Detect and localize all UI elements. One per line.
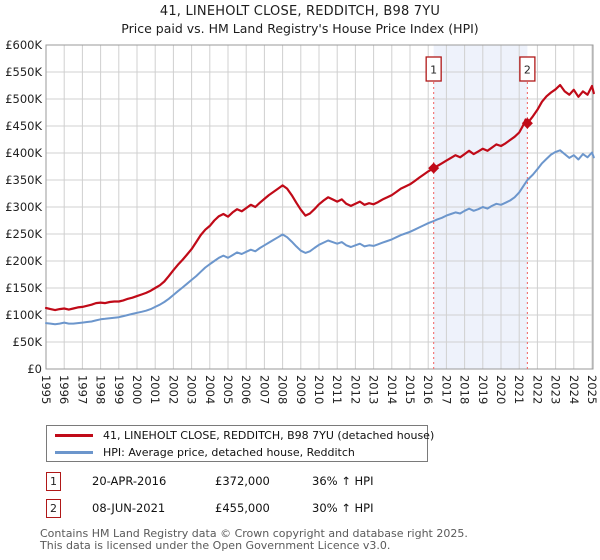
y-axis-tick-label: £150K bbox=[5, 281, 42, 295]
x-axis-tick-label: 2011 bbox=[330, 375, 344, 404]
sale-number-label: 1 bbox=[430, 64, 437, 77]
price-history-chart: 1 2 £0 £50K £100K £150K £200K £250K £300K £350K £4… bbox=[5, 38, 599, 404]
x-axis-tick-label: 2015 bbox=[403, 375, 417, 404]
transaction-2-date: 08-JUN-2021 bbox=[92, 501, 166, 515]
y-axis-tick-label: £200K bbox=[5, 254, 42, 268]
transaction-2-hpi-delta: 30% ↑ HPI bbox=[312, 501, 374, 515]
plot-frame bbox=[45, 44, 594, 370]
x-axis-tick-label: 1998 bbox=[94, 375, 108, 404]
transaction-row-2: 2 08-JUN-2021 £455,000 30% ↑ HPI bbox=[0, 499, 600, 519]
y-axis-tick-label: £450K bbox=[5, 119, 42, 133]
transaction-2-number-badge: 2 bbox=[46, 499, 61, 518]
y-axis-tick-label: £100K bbox=[5, 308, 42, 322]
sale-point-marker bbox=[428, 162, 440, 174]
x-axis-tick-label: 2017 bbox=[439, 375, 453, 404]
legend-label-property: 41, LINEHOLT CLOSE, REDDITCH, B98 7YU (d… bbox=[103, 428, 435, 442]
sale-point-marker bbox=[521, 117, 533, 129]
x-axis-tick-label: 2012 bbox=[348, 375, 362, 404]
sale-number-label: 2 bbox=[524, 64, 531, 77]
sale-number-box bbox=[425, 56, 442, 82]
legend-item-hpi: HPI: Average price, detached house, Redd… bbox=[47, 444, 427, 460]
y-axis-tick-label: £0 bbox=[27, 362, 42, 376]
y-axis-tick-label: £250K bbox=[5, 227, 42, 241]
chart-legend: 41, LINEHOLT CLOSE, REDDITCH, B98 7YU (d… bbox=[46, 425, 434, 462]
y-axis-tick-label: £500K bbox=[5, 92, 42, 106]
x-axis-tick-label: 1997 bbox=[75, 375, 89, 404]
legend-item-property: 41, LINEHOLT CLOSE, REDDITCH, B98 7YU (d… bbox=[47, 427, 434, 443]
y-axis-tick-label: £600K bbox=[5, 38, 42, 52]
sale-number-box bbox=[519, 56, 536, 82]
x-axis-tick-label: 2002 bbox=[166, 375, 180, 404]
y-axis-tick-label: £350K bbox=[5, 173, 42, 187]
transaction-1-date: 20-APR-2016 bbox=[92, 474, 167, 488]
x-axis-tick-label: 2007 bbox=[257, 375, 271, 404]
x-axis-tick-label: 1999 bbox=[112, 375, 126, 404]
x-axis-tick-label: 2018 bbox=[458, 375, 472, 404]
x-axis-tick-label: 2019 bbox=[476, 375, 490, 404]
property-line-swatch bbox=[55, 433, 93, 437]
x-axis-tick-label: 2004 bbox=[203, 375, 217, 404]
footer-line-2: This data is licensed under the Open Gov… bbox=[40, 538, 391, 552]
footer-line-1: Contains HM Land Registry data © Crown c… bbox=[40, 527, 468, 540]
x-axis-tick-label: 2008 bbox=[276, 375, 290, 404]
x-axis-tick-label: 2009 bbox=[294, 375, 308, 404]
x-axis-tick-label: 2000 bbox=[130, 375, 144, 404]
x-axis-tick-label: 2013 bbox=[367, 375, 381, 404]
x-axis-tick-label: 2003 bbox=[185, 375, 199, 404]
y-axis-tick-label: £550K bbox=[5, 65, 42, 79]
page-subtitle: Price paid vs. HM Land Registry's House … bbox=[121, 21, 479, 36]
x-axis-tick-label: 2006 bbox=[239, 375, 253, 404]
transaction-2-price: £455,000 bbox=[215, 501, 270, 515]
x-axis-tick-label: 2010 bbox=[312, 375, 326, 404]
x-axis-tick-label: 2014 bbox=[385, 375, 399, 404]
transaction-row-1: 1 20-APR-2016 £372,000 36% ↑ HPI bbox=[0, 472, 600, 492]
transaction-1-number-badge: 1 bbox=[46, 472, 61, 491]
x-axis-tick-label: 2025 bbox=[585, 375, 599, 404]
x-axis-tick-label: 2022 bbox=[530, 375, 544, 404]
hpi-line-swatch bbox=[55, 450, 93, 454]
y-axis-tick-label: £300K bbox=[5, 200, 42, 214]
x-axis-tick-label: 2023 bbox=[549, 375, 563, 404]
x-axis-tick-label: 2001 bbox=[148, 375, 162, 404]
y-axis-tick-label: £400K bbox=[5, 146, 42, 160]
x-axis-tick-label: 1996 bbox=[57, 375, 71, 404]
x-axis-tick-label: 1995 bbox=[39, 375, 53, 404]
legend-label-hpi: HPI: Average price, detached house, Redd… bbox=[103, 445, 355, 459]
x-axis-tick-label: 2020 bbox=[494, 375, 508, 404]
transaction-1-hpi-delta: 36% ↑ HPI bbox=[312, 474, 374, 488]
transaction-1-price: £372,000 bbox=[215, 474, 270, 488]
license-footer: Contains HM Land Registry data © Crown c… bbox=[40, 528, 580, 551]
x-axis-tick-label: 2005 bbox=[221, 375, 235, 404]
x-axis-tick-label: 2024 bbox=[567, 375, 581, 404]
y-axis-tick-label: £50K bbox=[13, 335, 43, 349]
x-axis-tick-label: 2016 bbox=[421, 375, 435, 404]
property-price-line bbox=[44, 83, 595, 312]
x-axis-tick-label: 2021 bbox=[512, 375, 526, 404]
page-title: 41, LINEHOLT CLOSE, REDDITCH, B98 7YU bbox=[159, 4, 441, 19]
hpi-average-line bbox=[45, 149, 595, 326]
